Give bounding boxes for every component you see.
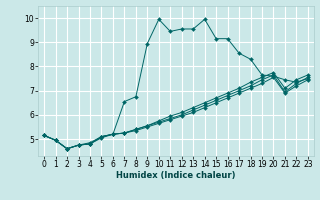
X-axis label: Humidex (Indice chaleur): Humidex (Indice chaleur)	[116, 171, 236, 180]
